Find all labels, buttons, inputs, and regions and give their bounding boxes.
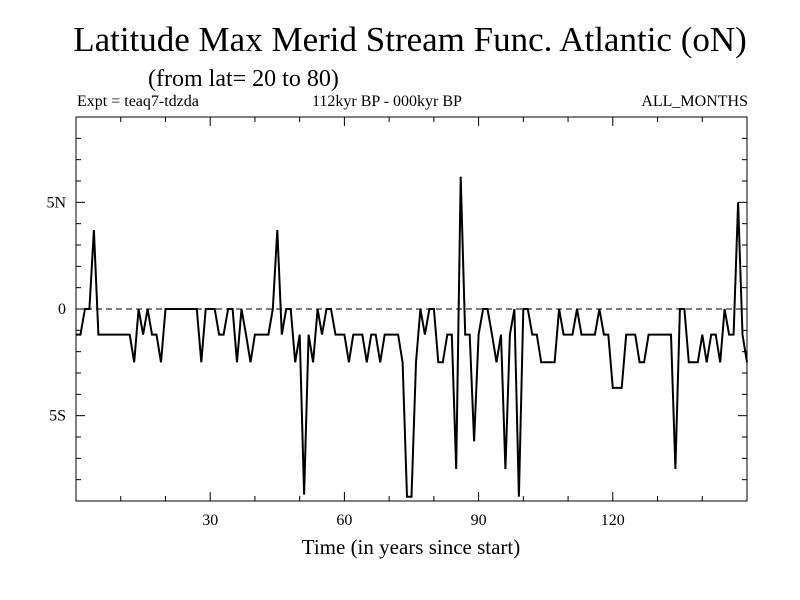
x-tick-label: 120	[601, 512, 625, 529]
x-tick-label: 30	[202, 512, 218, 529]
y-tick-label: 5S	[49, 408, 66, 425]
chart-subtitle: (from lat= 20 to 80)	[148, 66, 339, 92]
series-line	[76, 176, 748, 498]
season-label: ALL_MONTHS	[641, 93, 748, 110]
y-tick-label: 0	[58, 301, 66, 318]
x-axis-label: Time (in years since start)	[301, 535, 521, 559]
experiment-label: Expt = teaq7-tdzda	[77, 93, 199, 110]
chart-title: Latitude Max Merid Stream Func. Atlantic…	[73, 20, 747, 59]
y-tick-label: 5N	[46, 194, 66, 211]
x-tick-label: 60	[336, 512, 352, 529]
x-tick-label: 90	[471, 512, 487, 529]
period-label: 112kyr BP - 000kyr BP	[312, 93, 462, 110]
